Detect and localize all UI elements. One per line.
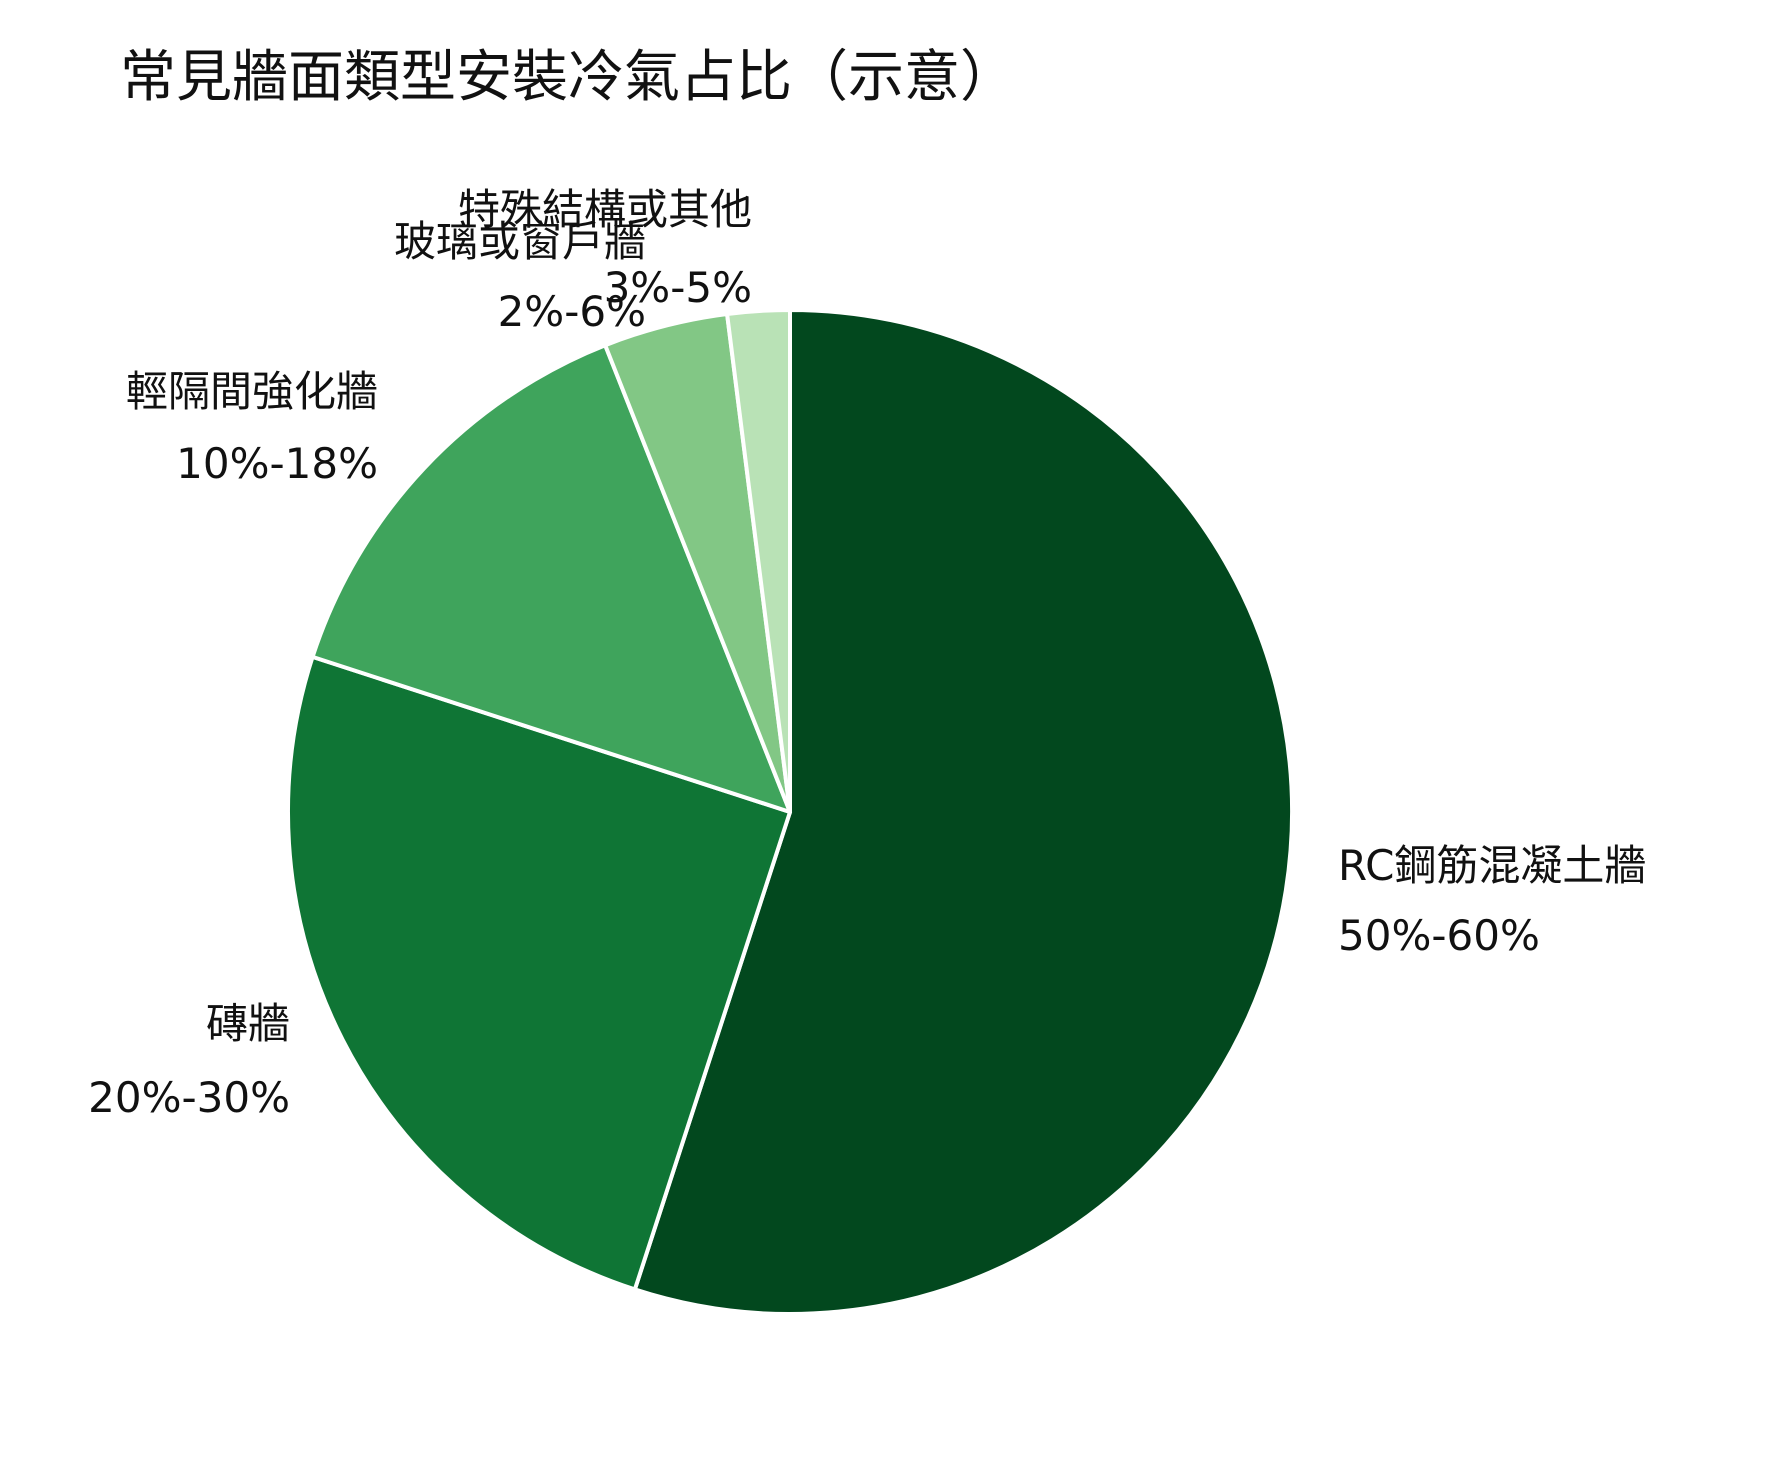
pie-slice-2 <box>310 343 792 814</box>
slice-label-name-4: 特殊結構或其他 <box>458 185 752 234</box>
slice-labels: RC鋼筋混凝土牆 50%-60% 磚牆 20%-30% 輕隔間強化牆 10%-18% 玻璃或… <box>88 185 1646 1122</box>
slice-label-name-2: 輕隔間強化牆 <box>126 367 378 416</box>
slice-label-range-0: 50%-60% <box>1338 911 1540 960</box>
slice-label-name-3: 玻璃或窗戶牆 <box>394 217 646 266</box>
chart-title: 常見牆面類型安裝冷氣占比（示意） <box>120 45 1016 110</box>
slice-label-name-1: 磚牆 <box>206 999 290 1048</box>
pie-slice-0 <box>632 308 1294 1316</box>
slice-label-range-3: 2%-6% <box>498 287 646 336</box>
pie-slices <box>286 308 1294 1316</box>
pie-slice-1 <box>286 654 792 1292</box>
pie-slice-4 <box>725 308 792 814</box>
slice-label-range-4: 3%-5% <box>604 263 752 312</box>
slice-label-range-2: 10%-18% <box>176 439 378 488</box>
slice-label-name-0: RC鋼筋混凝土牆 <box>1338 841 1646 890</box>
slice-label-range-1: 20%-30% <box>88 1073 290 1122</box>
